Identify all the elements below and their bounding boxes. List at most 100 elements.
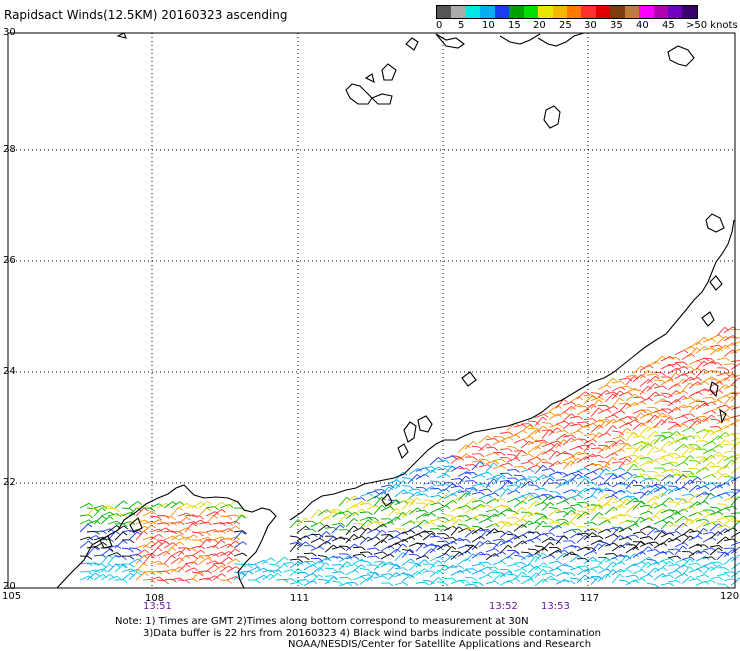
- wind-barb-flag: [655, 383, 659, 386]
- wind-barb: [346, 526, 354, 535]
- wind-barb: [430, 458, 438, 466]
- lon-label-120: 120: [720, 591, 739, 602]
- wind-barb-flag: [621, 476, 625, 479]
- wind-barb-flag: [354, 526, 358, 529]
- wind-barb: [339, 577, 347, 578]
- wind-barb-flag: [466, 581, 470, 584]
- wind-barb: [717, 518, 726, 520]
- wind-barb: [479, 472, 488, 475]
- wind-barb: [696, 441, 704, 442]
- legend-label: 30: [584, 20, 597, 31]
- wind-barb: [556, 480, 564, 481]
- wind-barb-flag: [712, 475, 716, 478]
- wind-barb: [640, 413, 649, 418]
- wind-barb-flag: [593, 439, 597, 442]
- wind-barb-flag: [621, 411, 625, 414]
- wind-barb: [430, 545, 438, 546]
- wind-barb-flag: [516, 499, 520, 502]
- wind-barb-flag: [684, 487, 688, 490]
- wind-barb: [150, 577, 159, 580]
- wind-barb: [570, 578, 578, 579]
- wind-barb: [381, 554, 390, 559]
- wind-speed-legend: 0 5 10 15 20 25 30 35 40 45 >50 knots: [436, 5, 698, 33]
- wind-barb-flag: [628, 472, 632, 475]
- wind-barb-flag: [712, 483, 716, 486]
- wind-barb-flag: [516, 517, 520, 520]
- wind-barb: [178, 556, 186, 564]
- wind-barb-flag: [88, 556, 92, 559]
- wind-barb-flag: [432, 513, 436, 516]
- wind-barb: [591, 408, 599, 417]
- wind-barb-flag: [712, 415, 716, 418]
- wind-barb: [150, 516, 158, 517]
- legend-swatch: [480, 6, 494, 18]
- wind-barb-flag: [487, 562, 491, 565]
- wind-barb-flag: [180, 502, 184, 505]
- wind-barb-flag: [116, 509, 120, 512]
- wind-barb: [577, 511, 584, 512]
- wind-barb-flag: [670, 583, 674, 586]
- wind-barb-flag: [466, 516, 470, 519]
- wind-barb: [367, 491, 376, 493]
- wind-barb-flag: [628, 456, 632, 459]
- wind-barb: [668, 556, 677, 558]
- wind-barb: [500, 449, 508, 450]
- wind-barb-flag: [502, 499, 506, 502]
- wind-barb-flag: [571, 581, 575, 584]
- wind-barb: [549, 441, 558, 443]
- wind-barb: [381, 574, 390, 575]
- wind-barb-flag: [621, 562, 625, 565]
- wind-barb-flag: [438, 536, 442, 539]
- wind-barb-flag: [488, 519, 492, 522]
- wind-barb: [430, 488, 438, 489]
- legend-swatch: [654, 6, 668, 18]
- wind-barb: [626, 580, 635, 585]
- wind-barb-flag: [445, 534, 449, 537]
- wind-barb-flag: [502, 459, 506, 462]
- wind-barb-flag: [109, 516, 113, 519]
- wind-barb: [486, 439, 495, 440]
- wind-barb: [661, 356, 670, 361]
- wind-barb: [220, 566, 229, 572]
- wind-barb: [549, 568, 558, 571]
- wind-barb-flag: [690, 567, 694, 570]
- wind-barb: [535, 495, 544, 498]
- wind-barb-flag: [424, 560, 428, 563]
- wind-barb: [122, 573, 131, 580]
- wind-barb: [696, 528, 704, 537]
- wind-barb: [528, 501, 536, 509]
- wind-barb: [710, 419, 718, 420]
- wind-barb-flag: [551, 476, 555, 479]
- legend-label: 20: [533, 20, 546, 31]
- wind-barb: [549, 424, 558, 427]
- wind-barb: [304, 565, 313, 570]
- wind-barb: [430, 536, 438, 537]
- wind-barb-flag: [642, 570, 646, 573]
- wind-barb: [640, 511, 649, 514]
- wind-barb-flag: [655, 408, 659, 411]
- wind-barb-flag: [410, 486, 414, 489]
- wind-barb-flag: [712, 339, 716, 342]
- wind-barb: [472, 564, 481, 566]
- wind-barb: [374, 576, 383, 578]
- wind-barb-flag: [144, 573, 148, 576]
- wind-barb-flag: [319, 575, 323, 578]
- wind-barb: [318, 532, 326, 540]
- wind-barb: [486, 463, 494, 472]
- wind-barb: [724, 396, 732, 404]
- wind-barb: [283, 579, 292, 580]
- wind-barb: [570, 504, 579, 506]
- wind-barb-flag: [501, 453, 505, 456]
- wind-barb: [486, 510, 495, 512]
- wind-barb: [696, 566, 705, 569]
- wind-barb-flag: [508, 489, 512, 492]
- wind-barb-flag: [607, 569, 611, 572]
- wind-barb: [311, 510, 319, 519]
- wind-barb-flag: [698, 369, 702, 372]
- wind-barb: [542, 526, 550, 527]
- wind-barb-flag: [564, 536, 568, 539]
- wind-barb-flag: [705, 502, 709, 505]
- wind-barb: [696, 457, 704, 458]
- wind-barb: [654, 395, 663, 396]
- wind-barb: [206, 565, 214, 572]
